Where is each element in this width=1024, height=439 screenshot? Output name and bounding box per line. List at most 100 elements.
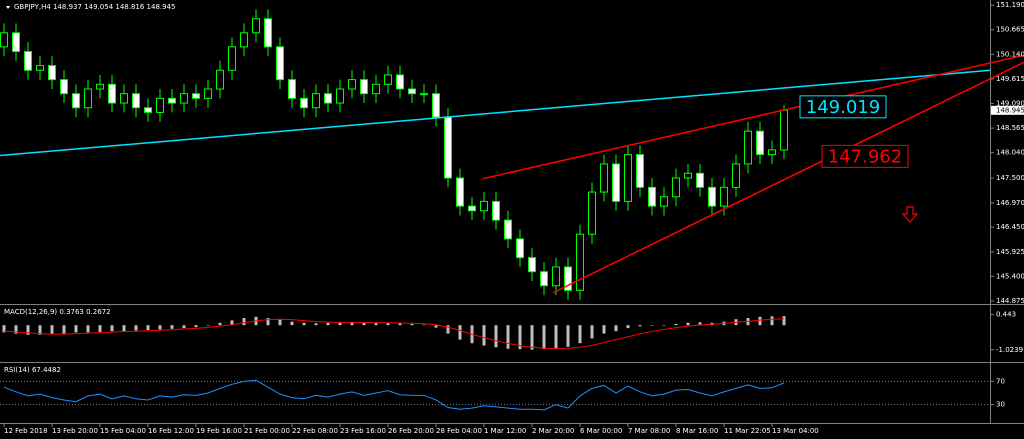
price-label-box xyxy=(821,144,909,168)
x-tick-label: 2 Mar 20:00 xyxy=(532,427,574,435)
candle-body xyxy=(252,18,260,34)
macd-bar xyxy=(662,325,666,326)
candle-body xyxy=(0,32,8,48)
rsi-label: RSI(14) 67.4482 xyxy=(4,366,61,374)
macd-bar xyxy=(686,322,690,326)
x-tick-label: 6 Mar 00:00 xyxy=(580,427,622,435)
candle-body xyxy=(468,205,476,212)
candle-body xyxy=(312,93,320,109)
candle-body xyxy=(348,79,356,90)
rsi-line xyxy=(3,379,785,411)
down-arrow xyxy=(901,206,919,223)
candle-body xyxy=(288,79,296,99)
last-price-box xyxy=(991,105,1024,115)
macd-bar xyxy=(146,325,150,330)
macd-bar xyxy=(398,323,402,326)
candle-body xyxy=(576,233,584,291)
candle-body xyxy=(588,191,596,235)
candle-body xyxy=(600,163,608,193)
macd-bar xyxy=(110,325,114,332)
candle-body xyxy=(660,196,668,207)
macd-bar xyxy=(290,321,294,326)
macd-bar xyxy=(458,325,462,340)
macd-bar xyxy=(530,325,534,350)
y-tick-label: -1.0239 xyxy=(996,346,1023,354)
macd-bar xyxy=(386,322,390,326)
candle-body xyxy=(132,93,140,109)
candle-body xyxy=(168,97,176,104)
macd-bar xyxy=(434,325,438,328)
candle-body xyxy=(408,88,416,95)
candle-body xyxy=(612,163,620,202)
macd-bar xyxy=(74,325,78,333)
macd-label: MACD(12,26,9) 0.3763 0.2672 xyxy=(4,308,111,316)
y-tick-label: 144.875 xyxy=(996,297,1024,305)
macd-bar xyxy=(602,325,606,334)
macd-bar xyxy=(302,322,306,326)
macd-bar xyxy=(158,325,162,330)
candle-body xyxy=(696,172,704,188)
candle-body xyxy=(480,200,488,212)
macd-bar xyxy=(122,325,126,332)
candle-body xyxy=(24,51,32,71)
macd-bar xyxy=(278,319,282,326)
macd-bar xyxy=(410,324,414,326)
macd-signal xyxy=(3,318,785,349)
candle-body xyxy=(12,32,20,53)
price-label: 149.019 xyxy=(806,97,880,118)
candle-body xyxy=(372,83,380,95)
x-tick-label: 12 Feb 2018 xyxy=(4,427,48,435)
macd-bar xyxy=(650,325,654,326)
y-tick-label: 150.665 xyxy=(996,26,1024,34)
candle-body xyxy=(96,83,104,90)
macd-bar xyxy=(578,325,582,344)
macd-bar xyxy=(230,320,234,326)
macd-bar xyxy=(62,325,66,334)
y-tick-label: 146.450 xyxy=(996,223,1024,231)
y-tick-label: 149.090 xyxy=(996,100,1024,108)
y-tick-label: 148.565 xyxy=(996,124,1024,132)
macd-bar xyxy=(194,325,198,328)
x-tick-label: 28 Feb 04:00 xyxy=(436,427,482,435)
candle-body xyxy=(108,83,116,104)
macd-bar xyxy=(638,325,642,327)
macd-bar xyxy=(590,325,594,339)
macd-bar xyxy=(38,325,42,335)
macd-bar xyxy=(518,325,522,350)
macd-bar xyxy=(170,325,174,329)
candle-body xyxy=(120,93,128,104)
candle-body xyxy=(84,88,92,109)
y-tick-label: 149.615 xyxy=(996,75,1024,83)
chart-title: GBPJPY,H4 148.937 149.054 148.816 148.94… xyxy=(14,3,176,11)
candle-body xyxy=(672,177,680,198)
y-tick-label: 151.190 xyxy=(996,1,1024,9)
candle-body xyxy=(528,257,536,273)
candle-body xyxy=(216,69,224,90)
macd-bar xyxy=(98,325,102,332)
macd-bar xyxy=(542,325,546,350)
macd-bar xyxy=(770,316,774,326)
x-tick-label: 8 Mar 16:00 xyxy=(676,427,718,435)
x-tick-label: 26 Feb 20:00 xyxy=(388,427,434,435)
candle-body xyxy=(648,186,656,207)
candle-body xyxy=(36,65,44,71)
macd-bar xyxy=(26,325,30,335)
macd-bar xyxy=(626,325,630,329)
candle-body xyxy=(240,32,248,48)
macd-bar xyxy=(182,325,186,329)
candle-body xyxy=(768,149,776,156)
price-label: 147.962 xyxy=(828,146,902,167)
macd-bar xyxy=(218,322,222,326)
candle-body xyxy=(708,186,716,207)
x-tick-label: 1 Mar 12:00 xyxy=(484,427,526,435)
candle-body xyxy=(300,97,308,109)
macd-bar xyxy=(50,325,54,335)
candle-body xyxy=(72,93,80,109)
macd-bar xyxy=(362,322,366,326)
x-tick-label: 22 Feb 08:00 xyxy=(292,427,338,435)
candle-body xyxy=(432,93,440,118)
candle-body xyxy=(492,200,500,221)
macd-bar xyxy=(758,316,762,326)
